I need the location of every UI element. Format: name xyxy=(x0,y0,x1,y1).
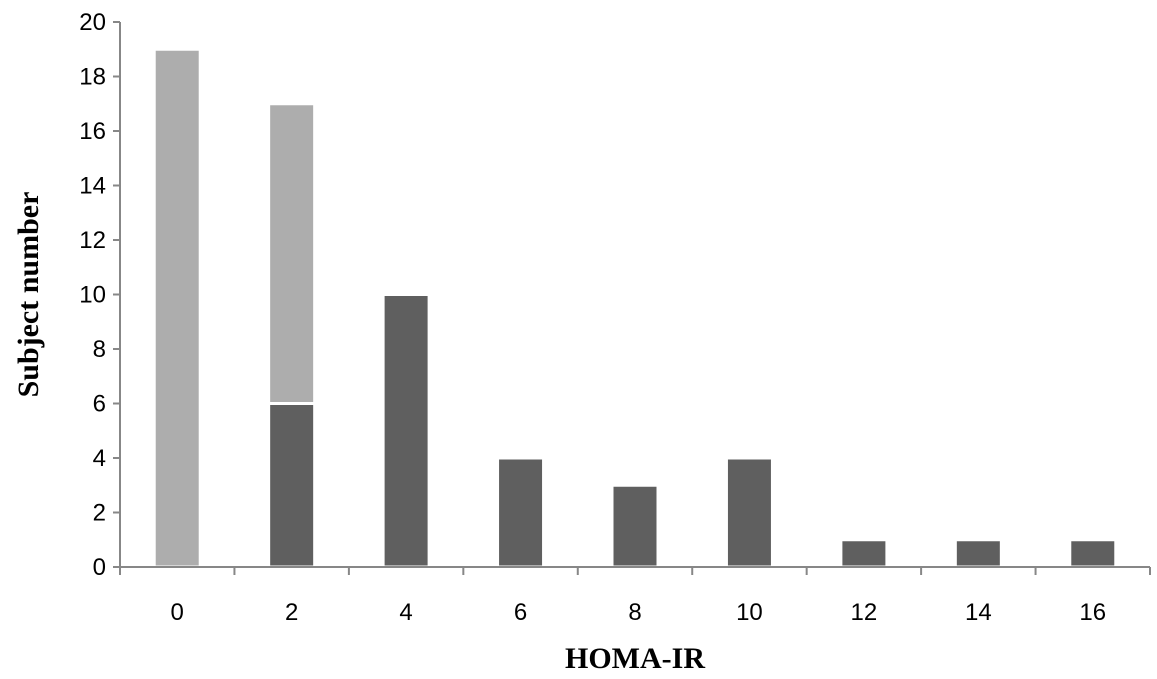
x-tick-label: 6 xyxy=(514,599,527,626)
bars-layer xyxy=(152,47,1118,569)
bar-series-1-category-16 xyxy=(1068,538,1118,569)
bar-series-1-category-10 xyxy=(724,456,774,569)
x-tick-label: 2 xyxy=(285,599,298,626)
y-tick-label: 10 xyxy=(79,282,106,309)
y-tick-label: 20 xyxy=(79,9,106,36)
x-tick-label: 0 xyxy=(171,599,184,626)
y-tick-label: 6 xyxy=(93,391,106,418)
y-axis-title: Subject number xyxy=(12,192,45,398)
bar-series-1-category-12 xyxy=(839,538,889,569)
y-tick-label: 4 xyxy=(93,445,106,472)
bar-series-1-category-14 xyxy=(953,538,1003,569)
bar-series-1-category-8 xyxy=(610,483,660,569)
y-axis-ticks: 0 2 4 6 8 10 12 14 16 18 20 xyxy=(79,9,120,581)
y-tick-label: 2 xyxy=(93,500,106,527)
y-tick-label: 8 xyxy=(93,336,106,363)
x-tick-label: 12 xyxy=(851,599,878,626)
x-tick-label: 10 xyxy=(736,599,763,626)
y-tick-label: 0 xyxy=(93,554,106,581)
x-tick-label: 4 xyxy=(399,599,412,626)
bar-series-1-category-6 xyxy=(496,456,546,569)
bar-series-2-category-0 xyxy=(152,47,202,569)
y-tick-label: 16 xyxy=(79,118,106,145)
x-axis-ticks: 0 2 4 6 8 10 12 14 16 xyxy=(119,567,1151,626)
y-tick-label: 14 xyxy=(79,173,106,200)
bar-series-1-category-2 xyxy=(267,402,317,569)
y-tick-label: 12 xyxy=(79,227,106,254)
x-axis-title: HOMA-IR xyxy=(565,642,705,675)
x-tick-label: 14 xyxy=(965,599,992,626)
bar-series-1-category-4 xyxy=(381,293,431,569)
y-tick-label: 18 xyxy=(79,64,106,91)
bar-series-2-category-2 xyxy=(267,102,317,405)
x-tick-label: 8 xyxy=(628,599,641,626)
x-tick-label: 16 xyxy=(1079,599,1106,626)
